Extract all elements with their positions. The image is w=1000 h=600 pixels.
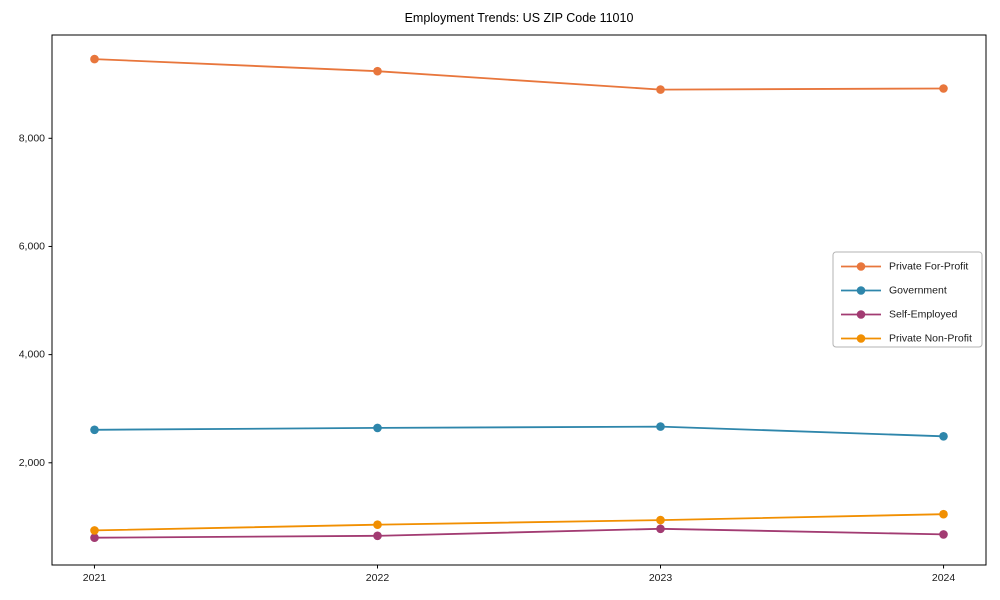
data-point-private-non-profit-2022 — [373, 520, 382, 529]
data-point-private-non-profit-2023 — [656, 515, 665, 525]
series-line-self-employed — [94, 527, 944, 539]
data-point-government-2023 — [656, 422, 665, 431]
y-tick-label: 6,000 — [19, 240, 45, 252]
data-point-private-for-profit-2024 — [939, 84, 948, 93]
data-point-self-employed-2023 — [656, 524, 665, 534]
data-point-self-employed-2021 — [90, 533, 99, 542]
y-tick-label: 4,000 — [19, 349, 45, 361]
legend-swatch-marker — [856, 334, 866, 343]
data-point-private-for-profit-2023 — [656, 85, 665, 94]
data-point-private-for-profit-2022 — [373, 66, 382, 76]
data-point-private-non-profit-2021 — [90, 526, 99, 535]
series-line-private-for-profit — [94, 58, 944, 91]
legend-item-label: Government — [889, 285, 947, 297]
x-tick-label: 2024 — [932, 572, 956, 584]
series-line-government — [94, 425, 944, 438]
y-tick-label: 2,000 — [19, 457, 45, 469]
legend-item-self-employed: Self-Employed — [841, 309, 957, 321]
series-line-private-non-profit — [94, 513, 944, 532]
legend-swatch-marker — [856, 310, 866, 319]
legend-item-private-for-profit: Private For-Profit — [841, 261, 968, 273]
data-point-self-employed-2024 — [939, 530, 948, 539]
plot-border — [51, 34, 987, 566]
chart-title: Employment Trends: US ZIP Code 11010 — [404, 11, 634, 25]
data-point-government-2024 — [939, 432, 948, 441]
legend-item-label: Private Non-Profit — [889, 333, 972, 345]
data-point-private-non-profit-2024 — [939, 509, 948, 519]
legend-item-label: Self-Employed — [889, 309, 957, 321]
legend-box — [832, 251, 983, 348]
data-point-private-for-profit-2021 — [90, 54, 99, 64]
legend-swatch-marker — [856, 286, 866, 295]
x-tick-label: 2023 — [649, 572, 673, 584]
legend-item-private-non-profit: Private Non-Profit — [841, 333, 972, 345]
data-point-self-employed-2022 — [373, 531, 382, 541]
data-point-government-2021 — [90, 425, 99, 435]
legend-item-label: Private For-Profit — [889, 261, 968, 273]
x-tick-label: 2021 — [83, 572, 107, 584]
x-tick-label: 2022 — [366, 572, 390, 584]
legend: Private For-Profit Government Self-Employe… — [832, 251, 983, 348]
data-point-government-2022 — [373, 423, 382, 433]
y-tick-label: 8,000 — [19, 132, 45, 144]
legend-swatch-marker — [856, 262, 866, 271]
legend-item-government: Government — [841, 285, 947, 297]
